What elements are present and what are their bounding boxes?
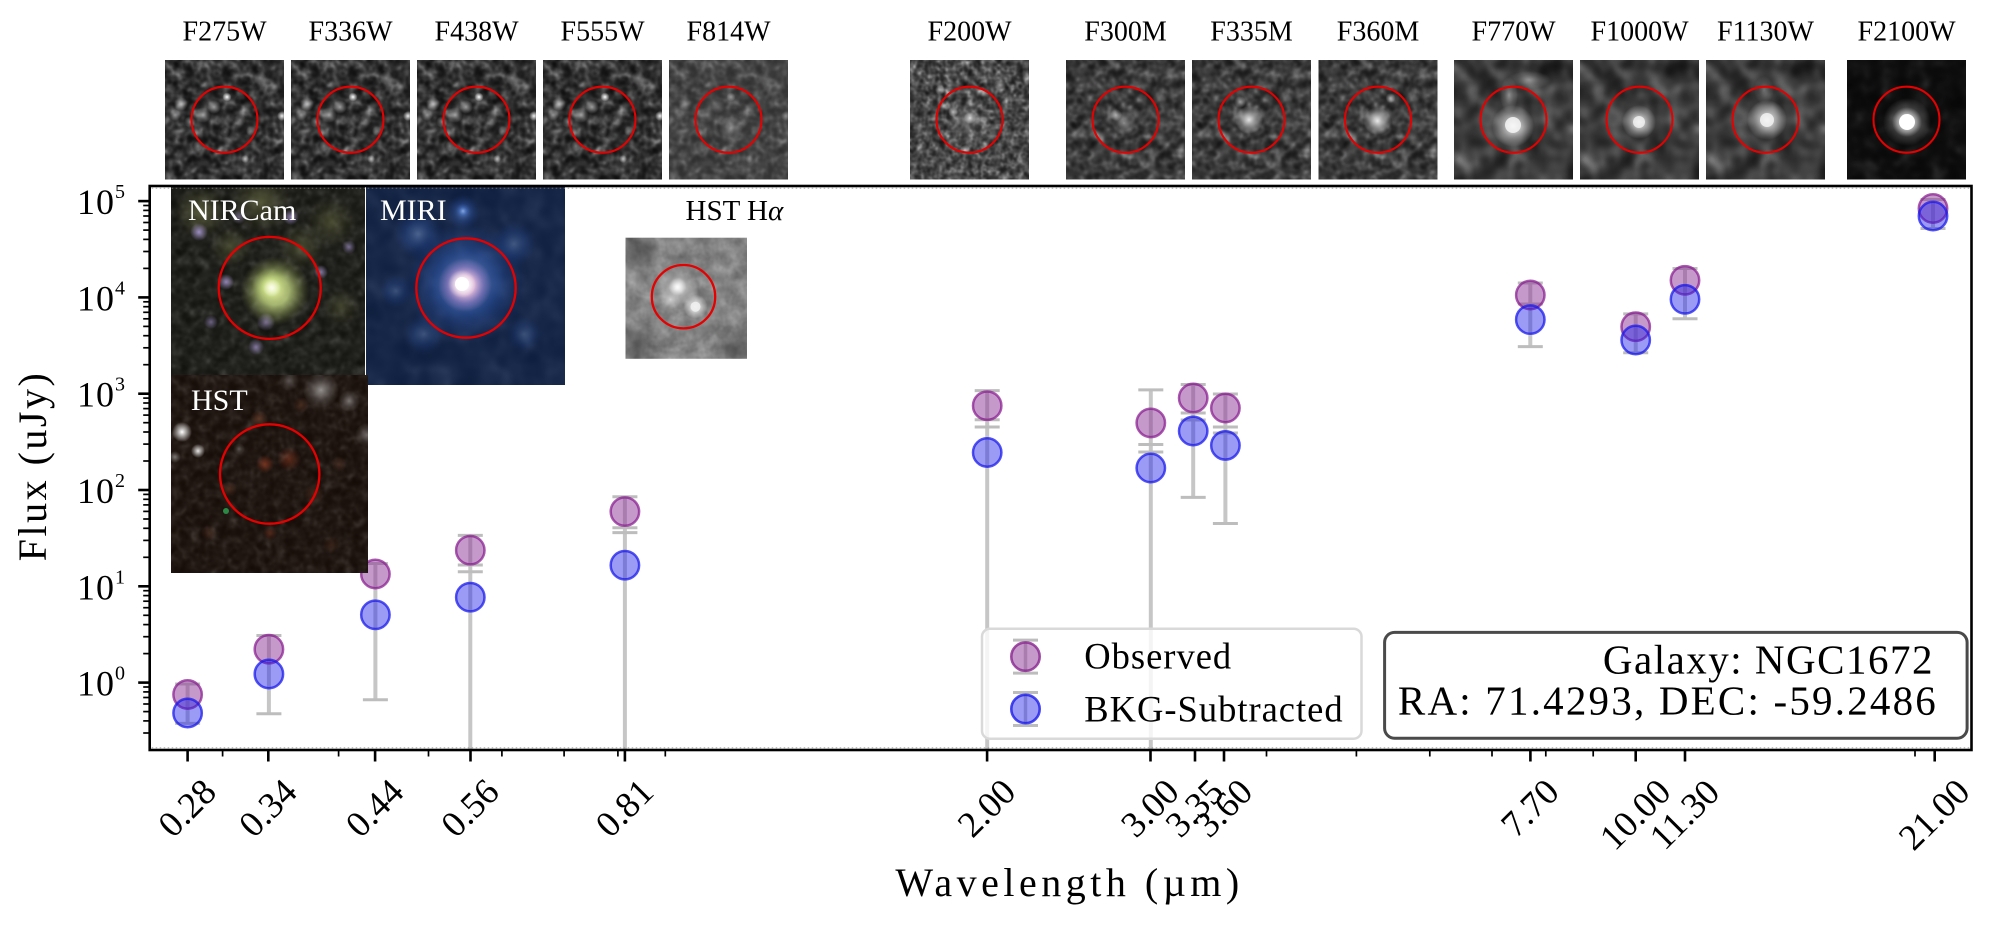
svg-text:NIRCam: NIRCam [188,194,296,227]
svg-text:F275W: F275W [183,17,268,48]
svg-text:100: 100 [77,663,126,704]
svg-text:F360M: F360M [1337,17,1420,48]
svg-text:Wavelength (µm): Wavelength (µm) [895,860,1243,905]
svg-text:F814W: F814W [687,17,772,48]
svg-text:RA: 71.4293, DEC: -59.2486: RA: 71.4293, DEC: -59.2486 [1398,678,1938,724]
svg-text:Flux (uJy): Flux (uJy) [10,371,55,562]
svg-text:F1130W: F1130W [1717,17,1815,48]
svg-text:BKG-Subtracted: BKG-Subtracted [1084,689,1343,730]
svg-text:HST Hα: HST Hα [686,195,784,227]
svg-text:F555W: F555W [561,17,646,48]
svg-text:HST: HST [191,384,248,417]
svg-text:Observed: Observed [1084,636,1232,677]
svg-text:F2100W: F2100W [1858,17,1957,48]
svg-text:F336W: F336W [309,17,394,48]
svg-text:F1000W: F1000W [1591,17,1690,48]
svg-text:F300M: F300M [1084,17,1167,48]
svg-text:F200W: F200W [928,17,1013,48]
svg-text:F438W: F438W [435,17,520,48]
svg-text:F770W: F770W [1472,17,1557,48]
svg-text:MIRI: MIRI [380,194,447,227]
svg-text:Galaxy: NGC1672: Galaxy: NGC1672 [1603,637,1934,683]
svg-text:F335M: F335M [1210,17,1293,48]
